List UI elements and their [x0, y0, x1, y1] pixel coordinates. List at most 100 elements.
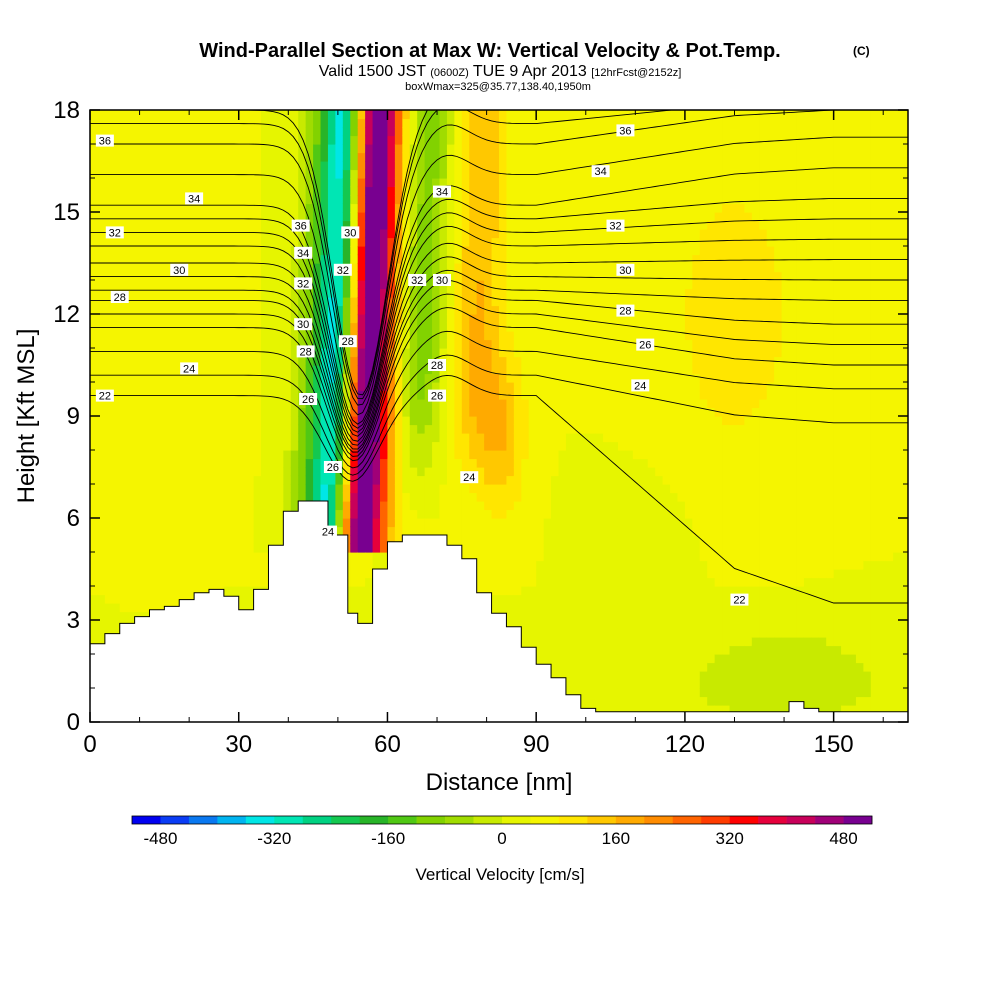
field-cell [313, 382, 322, 392]
field-cell [305, 297, 314, 307]
field-cell [313, 127, 322, 137]
field-cell [536, 339, 545, 349]
field-cell [573, 178, 582, 188]
field-cell [298, 135, 307, 145]
field-cell [335, 501, 344, 511]
field-cell [432, 195, 441, 205]
field-cell [275, 458, 284, 468]
field-cell [164, 526, 173, 536]
field-cell [387, 220, 396, 230]
field-cell [558, 195, 567, 205]
field-cell [528, 373, 537, 383]
field-cell [223, 178, 232, 188]
field-cell [149, 467, 158, 477]
field-cell [380, 127, 389, 137]
field-cell [223, 339, 232, 349]
field-cell [476, 356, 485, 366]
field-cell [275, 280, 284, 290]
field-cell [194, 526, 203, 536]
field-cell [461, 441, 470, 451]
field-cell [97, 271, 106, 281]
field-cell [119, 365, 128, 375]
field-cell [588, 212, 597, 222]
field-cell [104, 611, 113, 621]
field-cell [372, 254, 381, 264]
field-cell [499, 467, 508, 477]
field-cell [424, 458, 433, 468]
field-cell [186, 594, 195, 604]
field-cell [565, 458, 574, 468]
field-cell [491, 382, 500, 392]
field-cell [439, 348, 448, 358]
field-cell [454, 297, 463, 307]
field-cell [402, 186, 411, 196]
field-cell [320, 288, 329, 298]
field-cell [119, 161, 128, 171]
field-cell [156, 586, 165, 596]
field-cell [127, 280, 136, 290]
field-cell [261, 348, 270, 358]
field-cell [409, 314, 418, 324]
field-cell [275, 254, 284, 264]
field-cell [171, 560, 180, 570]
field-cell [164, 560, 173, 570]
field-cell [387, 382, 396, 392]
field-cell [164, 161, 173, 171]
field-cell [223, 305, 232, 315]
field-cell [551, 365, 560, 375]
field-cell [558, 492, 567, 502]
field-cell [104, 203, 113, 213]
field-cell [595, 297, 604, 307]
field-cell [543, 416, 552, 426]
field-cell [171, 271, 180, 281]
field-cell [491, 424, 500, 434]
field-cell [179, 509, 188, 519]
field-cell [446, 152, 455, 162]
field-cell [439, 135, 448, 145]
field-cell [186, 535, 195, 545]
field-cell [119, 501, 128, 511]
field-cell [565, 501, 574, 511]
field-cell [164, 348, 173, 358]
field-cell [573, 467, 582, 477]
field-cell [454, 237, 463, 247]
field-cell [350, 501, 359, 511]
field-cell [253, 518, 262, 528]
field-cell [194, 390, 203, 400]
field-cell [417, 501, 426, 511]
field-cell [387, 178, 396, 188]
field-cell [142, 475, 151, 485]
field-cell [275, 441, 284, 451]
field-cell [208, 110, 218, 120]
field-cell [208, 569, 218, 579]
field-cell [461, 331, 470, 341]
field-cell [528, 203, 537, 213]
field-cell [305, 365, 314, 375]
field-cell [127, 195, 136, 205]
field-cell [595, 492, 604, 502]
field-cell [432, 263, 441, 273]
field-cell [365, 118, 374, 128]
field-cell [149, 424, 158, 434]
field-cell [484, 144, 493, 154]
field-cell [402, 246, 411, 256]
field-cell [97, 161, 106, 171]
field-cell [97, 280, 106, 290]
field-cell [261, 501, 270, 511]
field-cell [476, 195, 485, 205]
field-cell [543, 611, 552, 621]
field-cell [551, 662, 560, 672]
field-cell [536, 637, 545, 647]
field-cell [342, 305, 351, 315]
field-cell [156, 365, 165, 375]
field-cell [320, 399, 329, 409]
field-cell [506, 314, 515, 324]
field-cell [469, 382, 478, 392]
field-cell [513, 339, 522, 349]
field-cell [231, 118, 240, 128]
field-cell [595, 671, 604, 681]
field-cell [216, 509, 225, 519]
field-cell [253, 195, 262, 205]
field-cell [216, 152, 225, 162]
field-cell [186, 458, 195, 468]
